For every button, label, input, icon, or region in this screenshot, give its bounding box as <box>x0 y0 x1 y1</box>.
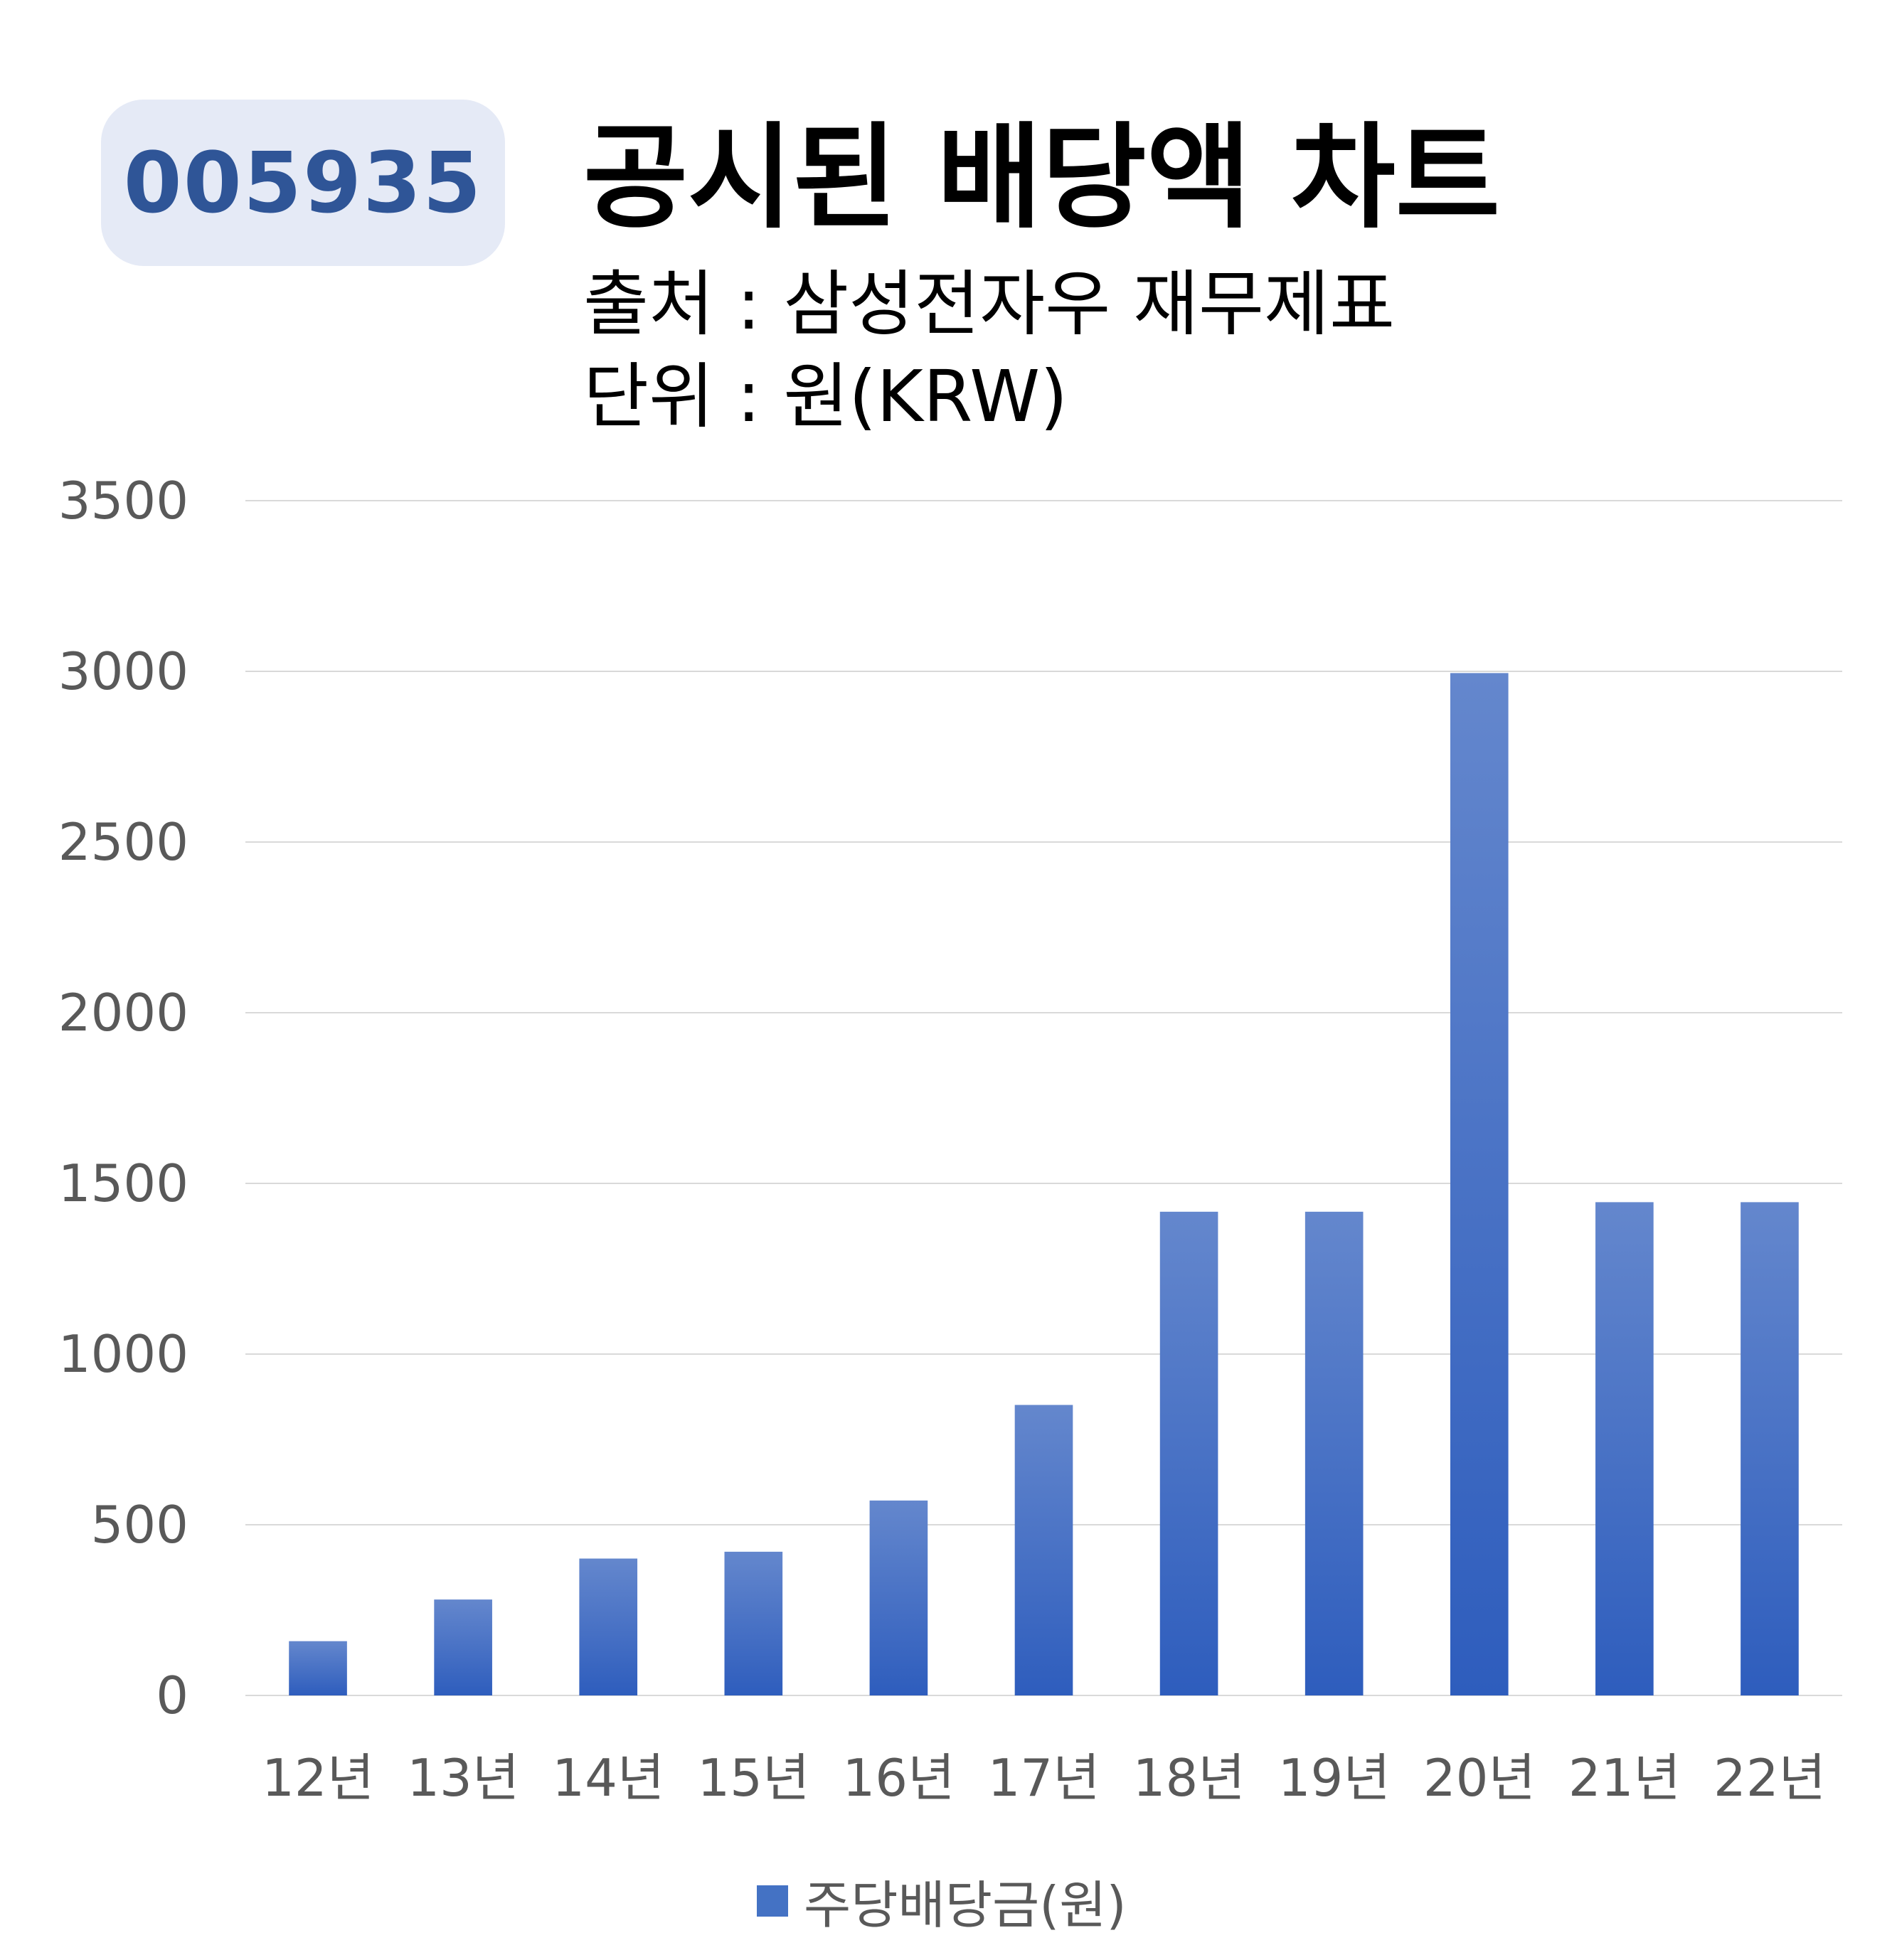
ticker-badge: 005935 <box>101 100 505 266</box>
y-tick-label: 3500 <box>58 471 188 531</box>
legend: 주당배당금(원) <box>757 1863 1127 1938</box>
bar-21년 <box>1595 1202 1654 1695</box>
bar-22년 <box>1741 1202 1799 1695</box>
legend-swatch <box>757 1885 788 1917</box>
x-tick-label: 17년 <box>988 1748 1100 1808</box>
bars <box>289 673 1799 1695</box>
x-tick-label: 22년 <box>1713 1748 1826 1808</box>
legend-label: 주당배당금(원) <box>804 1875 1127 1935</box>
bar-13년 <box>434 1599 492 1695</box>
x-tick-label: 16년 <box>842 1748 955 1808</box>
x-tick-label: 12년 <box>262 1748 374 1808</box>
y-tick-label: 1000 <box>58 1324 188 1384</box>
bar-14년 <box>579 1558 638 1695</box>
chart-title: 공시된 배당액 차트 <box>583 111 1501 244</box>
x-tick-label: 18년 <box>1133 1748 1245 1808</box>
unit-line: 단위 : 원(KRW) <box>583 355 1068 438</box>
bar-20년 <box>1450 673 1509 1695</box>
y-tick-label: 2000 <box>58 983 188 1043</box>
y-tick-label: 0 <box>156 1666 188 1725</box>
x-tick-label: 21년 <box>1568 1748 1681 1808</box>
y-tick-label: 2500 <box>58 812 188 872</box>
y-axis-ticks: 0 500 1000 1500 2000 2500 3000 3500 <box>58 471 188 1725</box>
bar-17년 <box>1014 1405 1073 1695</box>
x-tick-label: 14년 <box>552 1748 664 1808</box>
bar-16년 <box>869 1500 928 1695</box>
bar-18년 <box>1159 1211 1218 1695</box>
x-tick-label: 20년 <box>1423 1748 1536 1808</box>
y-tick-label: 1500 <box>58 1154 188 1213</box>
bar-12년 <box>289 1641 347 1695</box>
x-tick-label: 13년 <box>407 1748 519 1808</box>
y-tick-label: 500 <box>91 1495 188 1555</box>
bar-15년 <box>724 1551 783 1695</box>
y-tick-label: 3000 <box>58 641 188 701</box>
x-tick-label: 15년 <box>697 1748 809 1808</box>
x-tick-label: 19년 <box>1278 1748 1391 1808</box>
x-axis-ticks: 12년 13년 14년 15년 16년 17년 18년 19년 20년 21년 22년 <box>262 1748 1826 1808</box>
source-line: 출처 : 삼성전자우 재무제표 <box>583 262 1396 346</box>
bar-19년 <box>1304 1211 1364 1695</box>
